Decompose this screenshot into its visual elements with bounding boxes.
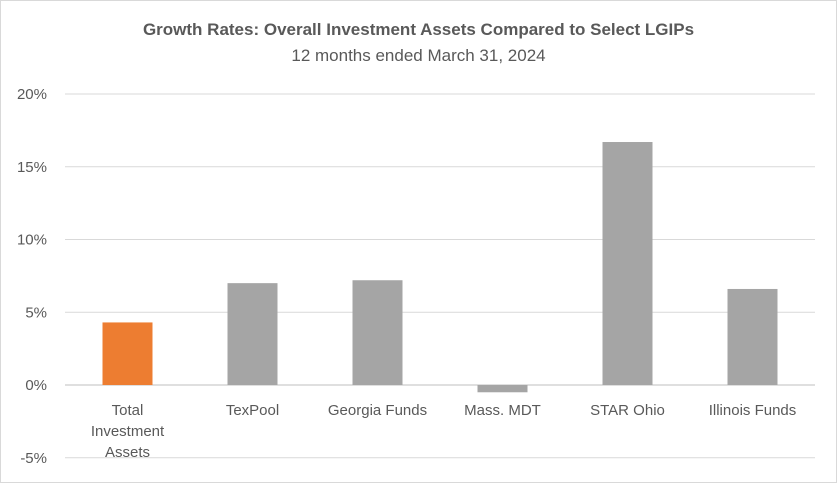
y-tick-label: -5% <box>20 450 47 467</box>
bars <box>102 142 778 393</box>
x-axis-categories: Total Investment Assets TexPool Georgia Fund… <box>91 402 796 461</box>
x-category-label: Total <box>112 402 144 419</box>
bar <box>227 283 278 385</box>
chart-title: Growth Rates: Overall Investment Assets … <box>142 20 695 39</box>
x-category-label: Assets <box>105 444 150 461</box>
gridlines <box>65 93 815 459</box>
x-category-label: Georgia Funds <box>328 402 427 419</box>
bar <box>727 288 778 385</box>
bar <box>602 142 653 385</box>
bar <box>102 322 153 385</box>
x-category-label: Mass. MDT <box>464 402 541 419</box>
bar <box>352 280 403 385</box>
y-tick-label: 15% <box>17 159 47 176</box>
chart-subtitle: 12 months ended March 31, 2024 <box>291 46 546 65</box>
y-tick-label: 5% <box>25 304 47 321</box>
x-category-label: TexPool <box>226 402 279 419</box>
y-tick-label: 0% <box>25 377 47 394</box>
bar <box>477 385 528 393</box>
y-axis-ticks: -5% 0% 5% 10% 15% 20% <box>17 86 47 467</box>
x-category-label: STAR Ohio <box>590 402 665 419</box>
y-tick-label: 20% <box>17 86 47 103</box>
y-tick-label: 10% <box>17 232 47 249</box>
x-category-label: Investment <box>91 423 165 440</box>
x-category-label: Illinois Funds <box>709 402 797 419</box>
